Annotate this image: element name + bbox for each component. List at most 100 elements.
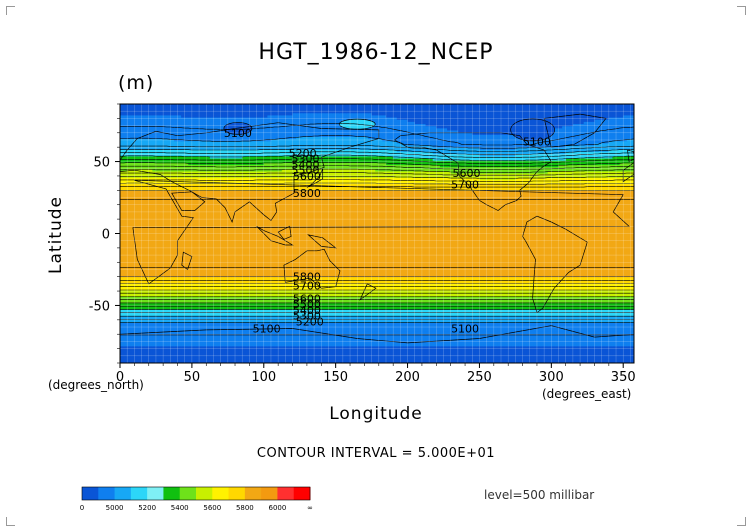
field-cell xyxy=(332,330,337,334)
field-cell xyxy=(328,341,333,345)
field-cell xyxy=(475,334,481,338)
field-cell xyxy=(202,356,207,360)
field-cell xyxy=(321,339,326,343)
field-cell xyxy=(152,360,157,363)
field-cell xyxy=(195,339,200,343)
field-cell xyxy=(141,332,146,336)
field-cell xyxy=(450,334,455,338)
field-cell xyxy=(544,360,549,363)
field-cell xyxy=(375,337,380,340)
field-cell xyxy=(626,341,632,345)
field-cell xyxy=(137,358,143,362)
field-cell xyxy=(303,334,308,338)
field-cell xyxy=(418,352,423,355)
field-cell xyxy=(536,352,542,355)
field-cell xyxy=(389,356,394,360)
field-cell xyxy=(299,330,304,334)
field-cell xyxy=(159,341,164,345)
field-cell xyxy=(188,341,193,345)
field-cell xyxy=(249,332,254,336)
field-cell xyxy=(274,334,279,338)
field-cell xyxy=(303,328,308,332)
field-cell xyxy=(429,334,434,338)
field-cell xyxy=(217,343,222,347)
field-cell xyxy=(217,356,222,360)
field-cell xyxy=(443,326,448,330)
field-cell xyxy=(576,360,581,363)
field-cell xyxy=(152,326,157,330)
field-cell xyxy=(292,328,297,332)
field-cell xyxy=(317,356,322,360)
field-cell xyxy=(324,324,330,327)
field-cell xyxy=(145,339,150,343)
field-cell xyxy=(421,352,427,355)
field-cell xyxy=(630,337,634,340)
field-cell xyxy=(540,341,545,345)
field-cell xyxy=(217,330,222,334)
field-cell xyxy=(321,358,326,362)
field-cell xyxy=(461,337,466,340)
field-cell xyxy=(558,356,563,360)
field-cell xyxy=(562,330,567,334)
field-cell xyxy=(400,343,405,347)
field-cell xyxy=(378,360,383,363)
field-cell xyxy=(457,356,463,360)
field-cell xyxy=(184,332,189,336)
field-cell xyxy=(177,352,182,355)
field-cell xyxy=(518,332,524,336)
field-cell xyxy=(447,354,452,358)
field-cell xyxy=(590,347,596,351)
field-cell xyxy=(166,356,171,360)
field-cell xyxy=(360,350,366,353)
field-cell xyxy=(465,350,470,353)
field-cell xyxy=(310,343,315,347)
field-cell xyxy=(465,330,470,334)
field-cell xyxy=(252,339,258,343)
field-cell xyxy=(429,326,434,330)
field-cell xyxy=(148,341,153,345)
field-cell xyxy=(134,343,139,347)
field-cell xyxy=(626,332,632,336)
field-cell xyxy=(623,339,628,343)
field-cell xyxy=(630,341,634,345)
field-cell xyxy=(137,332,143,336)
field-cell xyxy=(501,339,506,343)
field-cell xyxy=(443,350,448,353)
field-cell xyxy=(278,343,283,347)
field-cell xyxy=(292,347,297,351)
field-cell xyxy=(436,360,441,363)
field-cell xyxy=(439,360,445,363)
field-cell xyxy=(623,356,628,360)
field-cell xyxy=(270,334,276,338)
field-cell xyxy=(439,345,445,349)
field-cell xyxy=(130,343,135,347)
field-cell xyxy=(594,337,599,340)
field-cell xyxy=(227,324,233,327)
field-cell xyxy=(389,358,394,362)
field-cell xyxy=(594,345,599,349)
field-cell xyxy=(288,358,294,362)
field-cell xyxy=(515,347,520,351)
field-cell xyxy=(526,343,531,347)
field-cell xyxy=(587,332,592,336)
field-cell xyxy=(145,358,150,362)
field-cell xyxy=(310,352,315,355)
field-cell xyxy=(371,341,376,345)
field-cell xyxy=(468,343,473,347)
field-cell xyxy=(252,334,258,338)
field-cell xyxy=(260,350,265,353)
field-cell xyxy=(335,345,340,349)
field-cell xyxy=(508,358,513,362)
field-cell xyxy=(159,352,164,355)
field-cell xyxy=(590,358,596,362)
field-cell xyxy=(626,330,632,334)
field-cell xyxy=(375,328,380,332)
field-cell xyxy=(605,330,610,334)
field-cell xyxy=(199,324,204,327)
field-cell xyxy=(328,328,333,332)
field-cell xyxy=(130,337,135,340)
field-cell xyxy=(439,347,445,351)
field-cell xyxy=(533,339,538,343)
field-cell xyxy=(245,360,250,363)
field-cell xyxy=(378,337,383,340)
